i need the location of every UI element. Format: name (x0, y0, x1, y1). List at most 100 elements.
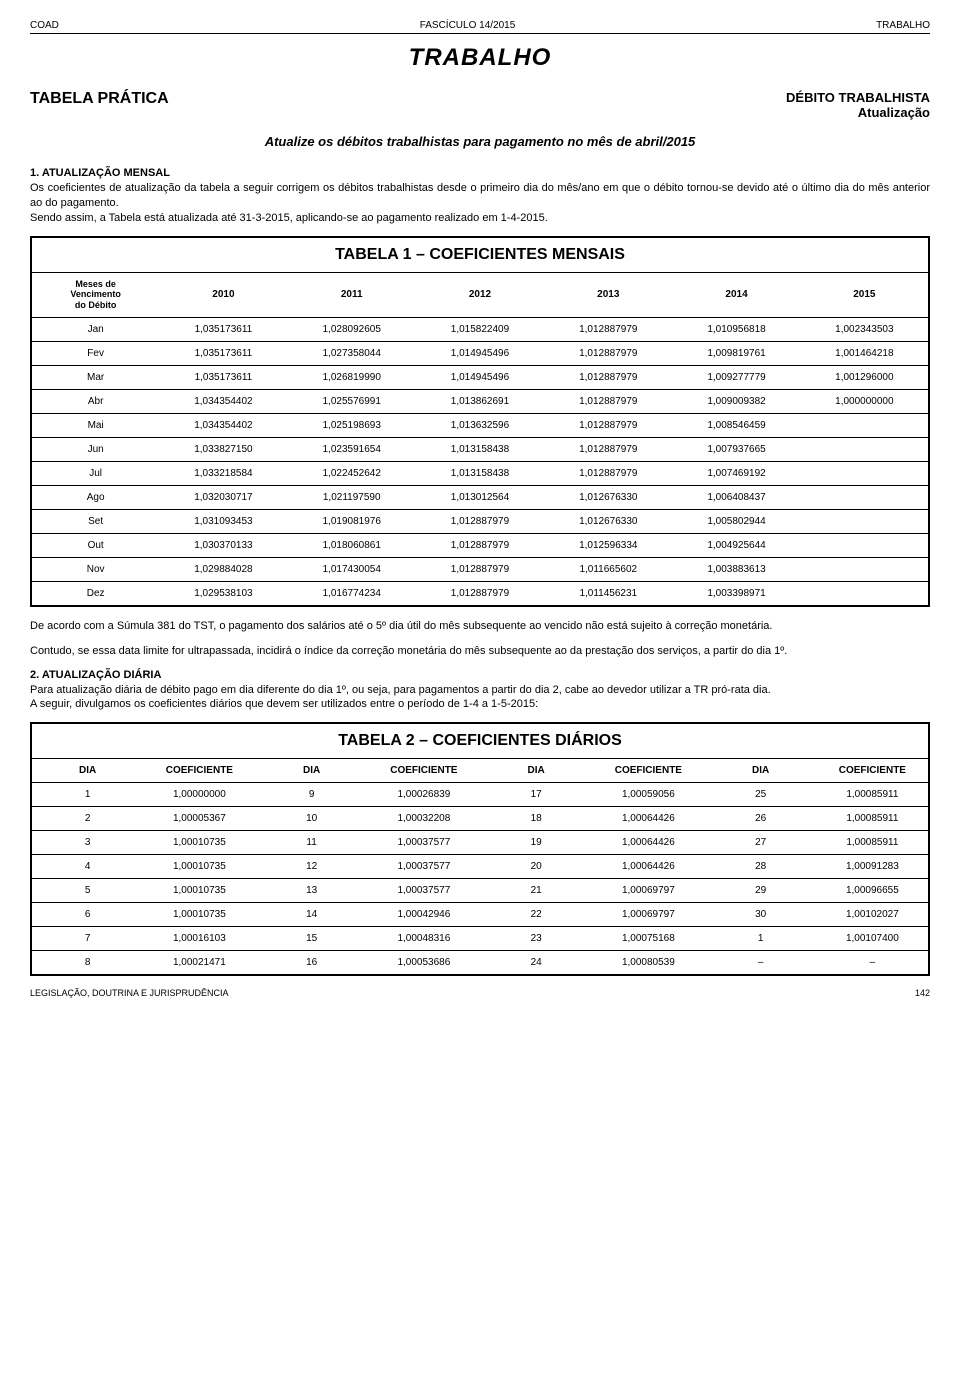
section1-heading: 1. ATUALIZAÇÃO MENSAL (30, 167, 930, 179)
title-right: DÉBITO TRABALHISTA Atualização (786, 90, 930, 120)
table2-row: 71,00016103151,00048316231,0007516811,00… (31, 927, 929, 951)
table2-col-header: DIA (31, 759, 143, 783)
table2-cell: 7 (31, 927, 143, 951)
table1-value-cell: 1,010956818 (672, 317, 800, 341)
table2-cell: 1,00000000 (143, 783, 255, 807)
table1-value-cell: 1,007937665 (672, 437, 800, 461)
table1-value-cell: 1,002343503 (801, 317, 929, 341)
table1-value-cell: 1,003398971 (672, 581, 800, 606)
table1-value-cell: 1,029538103 (159, 581, 287, 606)
table1-value-cell: 1,017430054 (288, 557, 416, 581)
table1-value-cell (801, 437, 929, 461)
table1-value-cell: 1,012887979 (544, 317, 672, 341)
table1-year-header: 2011 (288, 272, 416, 317)
table2-cell: 30 (705, 903, 817, 927)
table1-value-cell: 1,031093453 (159, 509, 287, 533)
table1-row: Jan1,0351736111,0280926051,0158224091,01… (31, 317, 929, 341)
table1-value-cell: 1,013158438 (416, 437, 544, 461)
table2-col-header: DIA (256, 759, 368, 783)
table2-cell: 1,00080539 (592, 951, 704, 976)
table2-cell: 21 (480, 879, 592, 903)
table2-cell: 1,00016103 (143, 927, 255, 951)
table1-row: Mar1,0351736111,0268199901,0149454961,01… (31, 365, 929, 389)
table2-cell: 1 (31, 783, 143, 807)
table1-value-cell: 1,028092605 (288, 317, 416, 341)
table2-col-header: DIA (705, 759, 817, 783)
table1-value-cell: 1,035173611 (159, 317, 287, 341)
main-title: TRABALHO (30, 44, 930, 72)
table2-cell: 13 (256, 879, 368, 903)
table2-cell: 1,00085911 (817, 807, 929, 831)
table2-cell: 18 (480, 807, 592, 831)
table2-row: 81,00021471161,00053686241,00080539–– (31, 951, 929, 976)
table1-value-cell: 1,012887979 (544, 341, 672, 365)
table1-value-cell: 1,001296000 (801, 365, 929, 389)
table2-cell: 25 (705, 783, 817, 807)
table1-month-cell: Jun (31, 437, 159, 461)
table2-col-header: DIA (480, 759, 592, 783)
table1-value-cell: 1,033827150 (159, 437, 287, 461)
table1-value-cell: 1,030370133 (159, 533, 287, 557)
table2-cell: 1,00037577 (368, 879, 480, 903)
table1-value-cell: 1,025198693 (288, 413, 416, 437)
table1-value-cell: 1,009009382 (672, 389, 800, 413)
page-footer: LEGISLAÇÃO, DOUTRINA E JURISPRUDÊNCIA 14… (30, 988, 930, 998)
table1-value-cell: 1,013862691 (416, 389, 544, 413)
table2-row: 21,00005367101,00032208181,00064426261,0… (31, 807, 929, 831)
table1-value-cell: 1,005802944 (672, 509, 800, 533)
table1-value-cell: 1,029884028 (159, 557, 287, 581)
table1-row: Dez1,0295381031,0167742341,0128879791,01… (31, 581, 929, 606)
table1-value-cell: 1,022452642 (288, 461, 416, 485)
table1-value-cell: 1,011665602 (544, 557, 672, 581)
table2-row: 61,00010735141,00042946221,00069797301,0… (31, 903, 929, 927)
table1-month-cell: Abr (31, 389, 159, 413)
table2-cell: 28 (705, 855, 817, 879)
table2-cell: 12 (256, 855, 368, 879)
table2-cell: 1,00102027 (817, 903, 929, 927)
table1-value-cell: 1,035173611 (159, 341, 287, 365)
table1-value-cell: 1,033218584 (159, 461, 287, 485)
table2-row: 31,00010735111,00037577191,00064426271,0… (31, 831, 929, 855)
table2-cell: 9 (256, 783, 368, 807)
table1-value-cell: 1,012887979 (416, 533, 544, 557)
table2-cell: 5 (31, 879, 143, 903)
table1-value-cell: 1,011456231 (544, 581, 672, 606)
table2-cell: 2 (31, 807, 143, 831)
table2-cell: 4 (31, 855, 143, 879)
table1-value-cell: 1,021197590 (288, 485, 416, 509)
page-header: COAD FASCÍCULO 14/2015 TRABALHO (30, 20, 930, 34)
table1-month-cell: Set (31, 509, 159, 533)
table1-year-header: 2010 (159, 272, 287, 317)
table1-year-header: 2015 (801, 272, 929, 317)
table1-value-cell: 1,034354402 (159, 389, 287, 413)
table2-title: TABELA 2 – COEFICIENTES DIÁRIOS (31, 723, 929, 759)
table1-value-cell: 1,035173611 (159, 365, 287, 389)
table1-month-cell: Fev (31, 341, 159, 365)
table1-value-cell: 1,013632596 (416, 413, 544, 437)
table1: TABELA 1 – COEFICIENTES MENSAIS Meses de… (30, 236, 930, 607)
section2-text: Para atualização diária de débito pago e… (30, 683, 930, 713)
table1-value-cell (801, 509, 929, 533)
after-t1-p2: Contudo, se essa data limite for ultrapa… (30, 644, 930, 659)
table1-month-cell: Jan (31, 317, 159, 341)
table2-cell: 1,00010735 (143, 879, 255, 903)
table2-cell: 1,00064426 (592, 831, 704, 855)
table1-year-header: 2014 (672, 272, 800, 317)
table1-row: Nov1,0298840281,0174300541,0128879791,01… (31, 557, 929, 581)
table2-cell: 27 (705, 831, 817, 855)
table2-cell: 1,00091283 (817, 855, 929, 879)
table2-cell: – (817, 951, 929, 976)
table2-cell: 1,00064426 (592, 807, 704, 831)
table1-value-cell: 1,001464218 (801, 341, 929, 365)
table1-value-cell (801, 533, 929, 557)
table1-value-cell (801, 557, 929, 581)
table1-value-cell: 1,012887979 (416, 509, 544, 533)
header-right: TRABALHO (876, 20, 930, 31)
table1-value-cell: 1,000000000 (801, 389, 929, 413)
table1-value-cell: 1,015822409 (416, 317, 544, 341)
table1-row: Out1,0303701331,0180608611,0128879791,01… (31, 533, 929, 557)
title-row: TABELA PRÁTICA DÉBITO TRABALHISTA Atuali… (30, 90, 930, 120)
table1-value-cell: 1,025576991 (288, 389, 416, 413)
page-container: COAD FASCÍCULO 14/2015 TRABALHO TRABALHO… (0, 0, 960, 1013)
section1-text: Os coeficientes de atualização da tabela… (30, 181, 930, 226)
